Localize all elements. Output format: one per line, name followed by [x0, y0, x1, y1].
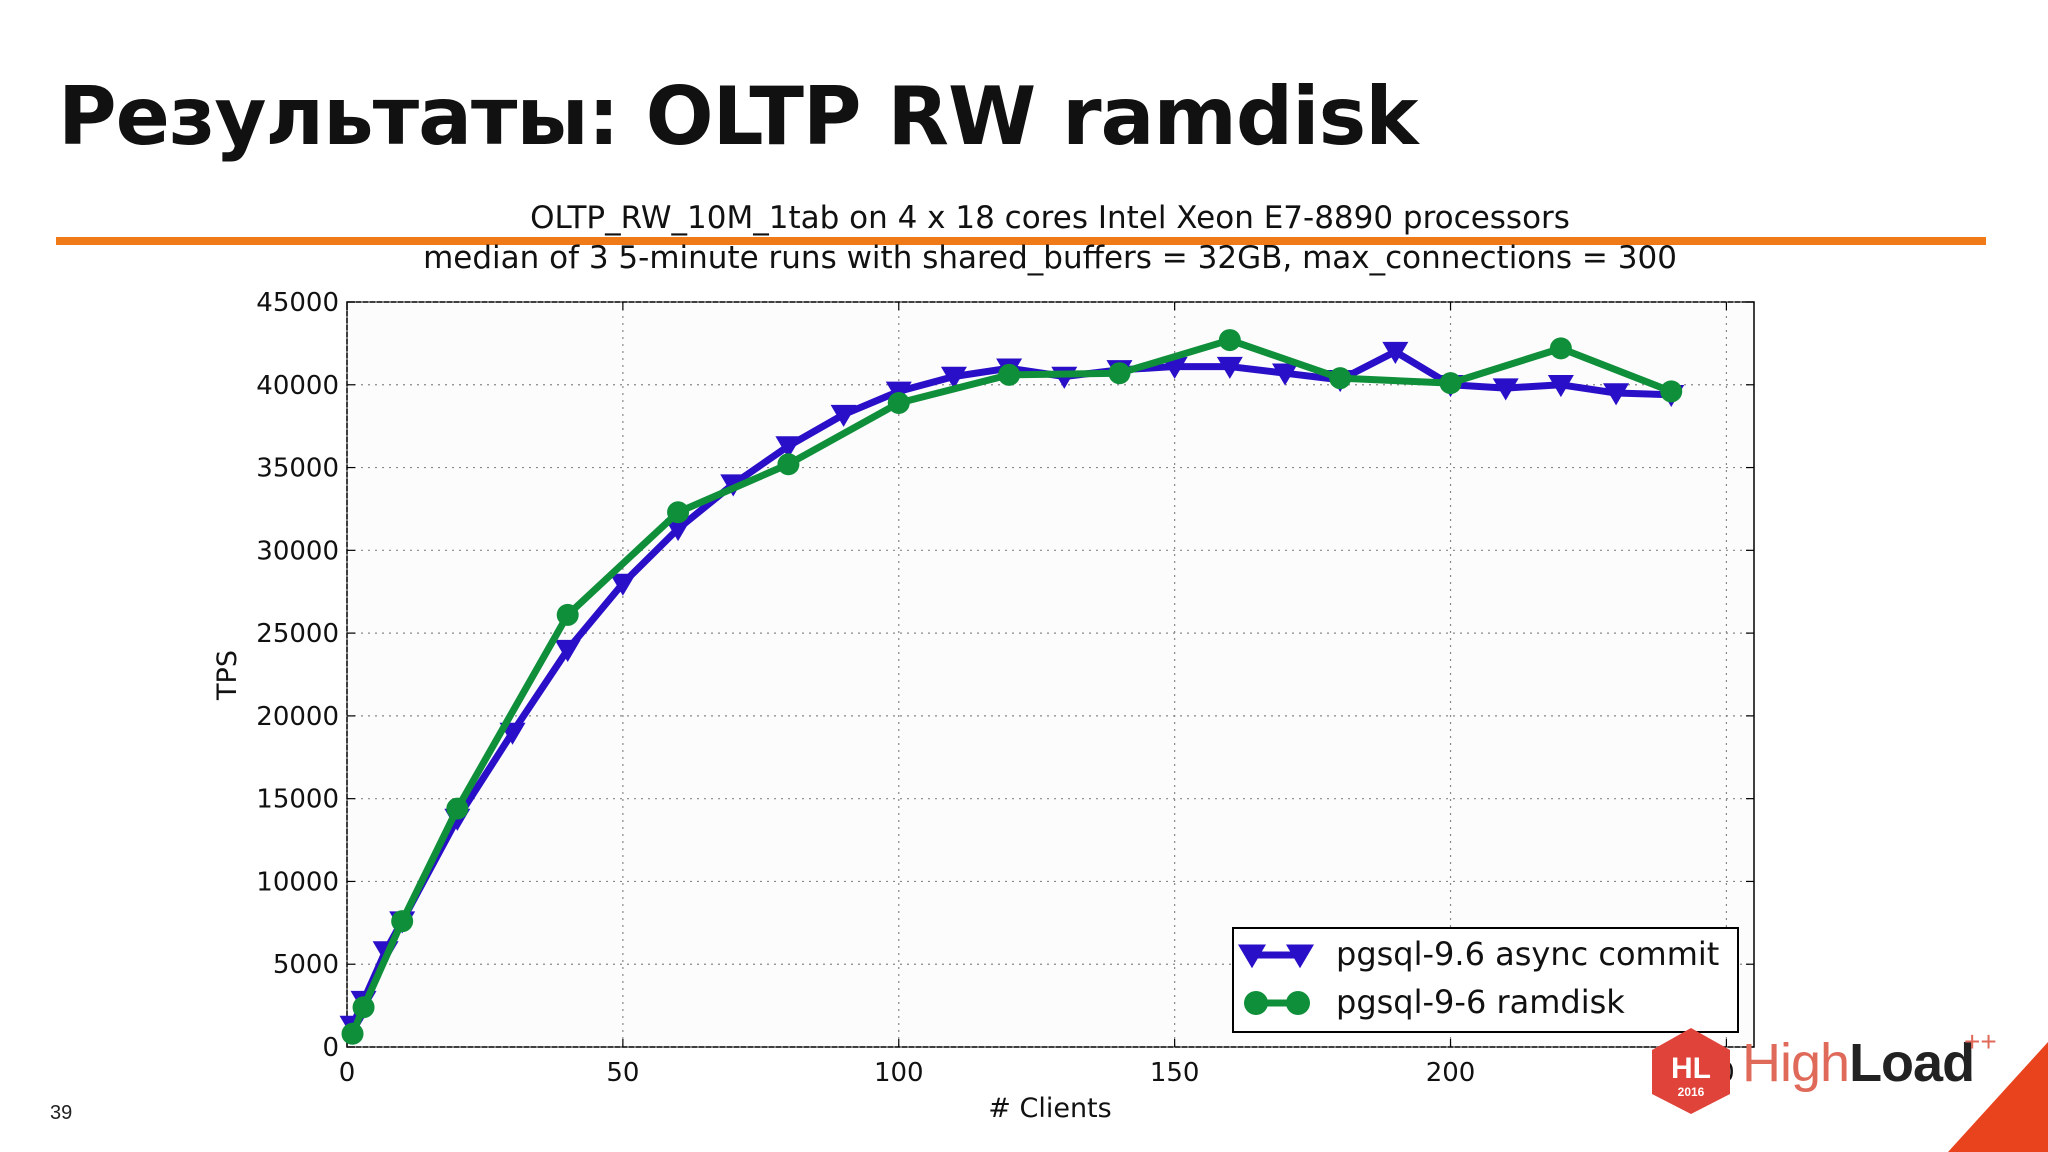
slide-title: Результаты: OLTP RW ramdisk: [58, 70, 1418, 163]
data-point-series-1: [940, 366, 967, 389]
y-axis-label: TPS: [212, 650, 243, 701]
data-point-series-1: [1216, 356, 1243, 379]
data-point-series-2: [1660, 380, 1683, 403]
chart-subtitle: median of 3 5-minute runs with shared_bu…: [423, 240, 1677, 276]
legend-box: [1232, 927, 1739, 1033]
legend-label-series-1: pgsql-9.6 async commit: [1336, 935, 1719, 973]
data-point-series-2: [998, 363, 1021, 386]
x-tick-label: 150: [1150, 1058, 1200, 1088]
slide-number: 39: [50, 1102, 73, 1124]
data-point-series-2: [667, 501, 690, 524]
highload-logo: HL 2016 HighLoad ++: [1650, 1026, 2048, 1152]
x-tick-label: 50: [606, 1058, 639, 1088]
logo-superscript: ++: [1964, 1026, 1997, 1057]
legend-label-series-2: pgsql-9-6 ramdisk: [1336, 983, 1625, 1021]
y-tick-label: 15000: [256, 785, 339, 815]
data-point-series-2: [777, 453, 800, 476]
accent-rule: [56, 237, 1986, 245]
logo-badge-initials: HL: [1671, 1052, 1711, 1085]
corner-decoration: [1948, 1042, 2048, 1152]
logo-word-high: High: [1742, 1033, 1850, 1093]
y-tick-label: 5000: [273, 950, 339, 980]
legend-marker-series-2: [1244, 991, 1310, 1015]
legend-marker-circle: [1244, 991, 1268, 1015]
legend-marker-circle: [1286, 991, 1310, 1015]
logo-word-load: Load: [1849, 1033, 1975, 1093]
data-point-series-2: [391, 910, 414, 933]
legend-marker-triangle: [1286, 944, 1314, 969]
x-tick-label: 200: [1426, 1058, 1476, 1088]
y-tick-label: 45000: [256, 288, 339, 318]
data-point-series-2: [1329, 367, 1352, 390]
data-point-series-1: [665, 519, 692, 542]
x-tick-label: 0: [339, 1058, 356, 1088]
y-tick-label: 10000: [256, 867, 339, 897]
data-point-series-1: [1547, 375, 1574, 398]
y-tick-label: 0: [322, 1033, 339, 1063]
data-point-series-2: [352, 996, 375, 1019]
axis-ticks: 0501001502000050001000015000200002500030…: [256, 288, 1754, 1088]
plot-area: [346, 301, 1755, 1048]
data-point-series-2: [446, 797, 469, 820]
chart-title: OLTP_RW_10M_1tab on 4 x 18 cores Intel X…: [530, 200, 1570, 236]
data-point-series-2: [887, 391, 910, 414]
data-point-series-2: [341, 1022, 364, 1045]
data-point-series-2: [1108, 362, 1131, 385]
data-point-series-1: [775, 436, 802, 459]
legend-marker-series-1: [1238, 944, 1314, 969]
data-point-series-1: [609, 573, 636, 596]
data-point-series-1: [554, 639, 581, 663]
logo-hexagon-badge: HL 2016: [1652, 1028, 1730, 1114]
data-point-series-1: [1382, 341, 1409, 365]
logo-badge-year: 2016: [1678, 1085, 1705, 1099]
data-point-series-1: [1161, 356, 1188, 379]
data-point-series-2: [1549, 337, 1572, 360]
x-tick-label: 100: [874, 1058, 924, 1088]
series-layer: [339, 329, 1685, 1045]
logo-wordmark: HighLoad: [1742, 1032, 1975, 1094]
data-point-series-1: [830, 404, 857, 427]
data-point-series-1: [1492, 378, 1519, 401]
y-tick-label: 40000: [256, 371, 339, 401]
data-point-series-2: [1218, 329, 1241, 352]
y-tick-label: 20000: [256, 702, 339, 732]
y-tick-label: 25000: [256, 619, 339, 649]
data-point-series-2: [1439, 372, 1462, 395]
data-point-series-1: [1272, 363, 1298, 386]
x-axis-label: # Clients: [988, 1093, 1111, 1124]
data-point-series-1: [1603, 383, 1630, 406]
chart-legend: pgsql-9.6 async commit pgsql-9-6 ramdisk: [1232, 927, 1739, 1033]
legend-marker-triangle: [1238, 944, 1266, 969]
y-tick-label: 30000: [256, 536, 339, 566]
data-point-series-2: [556, 603, 579, 626]
y-tick-label: 35000: [256, 454, 339, 484]
grid-lines: [346, 301, 1754, 1048]
